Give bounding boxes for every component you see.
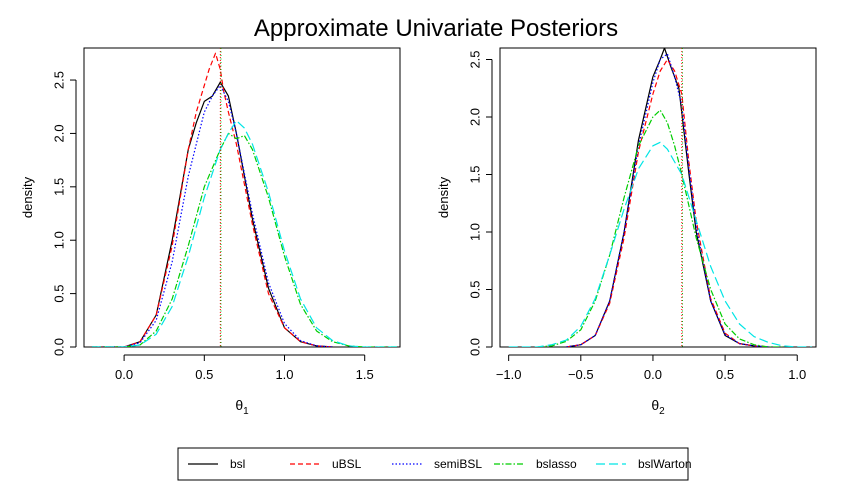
x-tick-label: −0.5 xyxy=(568,367,594,382)
y-axis-label: density xyxy=(20,176,35,218)
y-tick-label: 0.5 xyxy=(51,285,66,303)
y-tick-label: 1.0 xyxy=(51,231,66,249)
legend-label-bsl: bsl xyxy=(230,457,245,471)
x-tick-label: 1.0 xyxy=(788,367,806,382)
x-tick-label: 0.5 xyxy=(195,367,213,382)
legend: bsl uBSL semiBSL bslasso bslWarton xyxy=(177,447,692,481)
plot-frame xyxy=(499,47,817,348)
x-tick-label: 0.0 xyxy=(115,367,133,382)
series-line-semiBSL xyxy=(92,84,333,347)
y-tick-label: 0.0 xyxy=(51,338,66,356)
series-line-bsl xyxy=(92,81,333,347)
plot-frame xyxy=(83,47,401,348)
x-tick-label: 1.5 xyxy=(356,367,374,382)
y-tick-label: 2.5 xyxy=(51,71,66,89)
panel-theta2: −1.0 −0.5 0.0 0.5 1.0 0.0 0.5 1.0 1.5 2.0 2.5 densi… xyxy=(436,47,817,417)
series-line-bslWarton xyxy=(92,120,397,347)
x-tick-label: 0.5 xyxy=(716,367,734,382)
panel-theta1: 0.0 0.5 1.0 1.5 0.0 0.5 1.0 1.5 2.0 2.5 density θ1 xyxy=(20,47,401,417)
series-line-uBSL xyxy=(92,52,333,347)
y-tick-label: 0.5 xyxy=(467,280,482,298)
series-line-bslWarton xyxy=(508,141,812,347)
y-tick-label: 0.0 xyxy=(467,338,482,356)
y-axis-label: density xyxy=(436,176,451,218)
x-tick-label: 1.0 xyxy=(275,367,293,382)
x-tick-label: 0.0 xyxy=(644,367,662,382)
legend-label-bslWarton: bslWarton xyxy=(638,457,692,471)
series-line-bsl xyxy=(566,48,769,347)
legend-label-semiBSL: semiBSL xyxy=(434,457,482,471)
legend-label-uBSL: uBSL xyxy=(332,457,362,471)
plot-area xyxy=(92,48,397,347)
x-tick-label: −1.0 xyxy=(496,367,522,382)
y-tick-label: 2.0 xyxy=(51,124,66,142)
y-tick-label: 1.5 xyxy=(51,178,66,196)
series-line-uBSL xyxy=(566,58,769,347)
plot-area xyxy=(508,48,812,347)
y-tick-label: 1.5 xyxy=(467,165,482,183)
y-tick-label: 2.0 xyxy=(467,108,482,126)
series-line-bslasso xyxy=(537,109,783,347)
x-axis-label: θ1 xyxy=(235,397,249,417)
x-axis-label: θ2 xyxy=(651,397,665,417)
chart-title: Approximate Univariate Posteriors xyxy=(254,15,618,42)
series-line-bslasso xyxy=(92,132,397,347)
y-tick-label: 1.0 xyxy=(467,223,482,241)
series-line-semiBSL xyxy=(566,53,769,347)
y-tick-label: 2.5 xyxy=(467,50,482,68)
legend-label-bslasso: bslasso xyxy=(536,457,577,471)
